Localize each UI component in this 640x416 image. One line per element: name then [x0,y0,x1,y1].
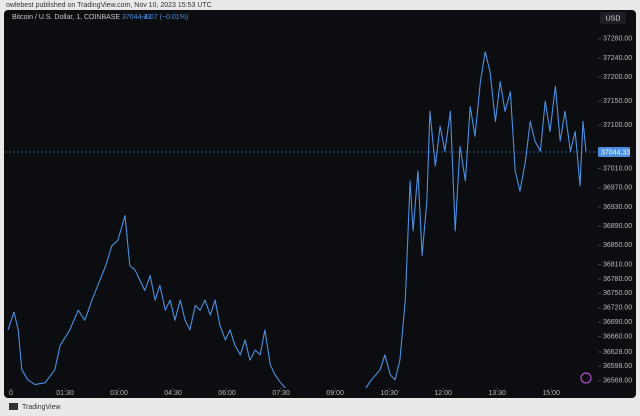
y-tick-label: 36720.00 [603,305,632,312]
y-tick-label: 37200.00 [603,74,632,81]
y-tick-label: 36598.00 [603,363,632,370]
last-price-tag [598,147,630,158]
y-tick-label: 36660.00 [603,333,632,340]
currency-button[interactable] [600,12,626,24]
y-tick-label: 36890.00 [603,223,632,230]
price-change: −4.07 (−0.01%) [140,14,188,21]
x-tick-label: 15:00 [542,390,560,397]
price-line [7,51,587,388]
y-tick-label: 36690.00 [603,319,632,326]
x-tick-label: 03:00 [110,390,128,397]
y-tick-label: 36568.00 [603,378,632,385]
x-tick-label: 12:00 [434,390,452,397]
plot [7,51,587,388]
x-tick-label: 10:30 [380,390,398,397]
x-tick-label: 06:00 [218,390,236,397]
brand-logo [9,403,18,410]
y-tick-label: 36930.00 [603,204,632,211]
y-tick-label: 37280.00 [603,36,632,43]
x-tick-label: 09:00 [326,390,344,397]
x-tick-label: 04:30 [164,390,182,397]
y-tick-label: 36750.00 [603,290,632,297]
chart-panel [4,10,636,398]
replay-icon[interactable] [580,372,592,384]
y-tick-label: 36628.00 [603,349,632,356]
last-price: 37044.33 [122,14,151,21]
last-price-label: 37044.33 [601,149,630,156]
brand: TradingView [22,404,61,411]
y-tick-label: 37240.00 [603,55,632,62]
x-tick-label: 01:30 [56,390,74,397]
y-tick-label: 37150.00 [603,98,632,105]
x-tick-label: 0 [9,390,13,397]
y-tick-label: 36850.00 [603,242,632,249]
currency-label: USD [606,15,621,22]
y-tick-label: 37100.00 [603,122,632,129]
y-tick-label: 37010.00 [603,165,632,172]
y-tick-label: 36970.00 [603,185,632,192]
y-tick-label: 36780.00 [603,276,632,283]
y-tick-label: 36810.00 [603,261,632,268]
symbol-title: Bitcoin / U.S. Dollar, 1, COINBASE [12,14,120,21]
x-tick-label: 13:30 [488,390,506,397]
publish-note: owlebest published on TradingView.com, N… [6,2,212,9]
x-tick-label: 07:30 [272,390,290,397]
